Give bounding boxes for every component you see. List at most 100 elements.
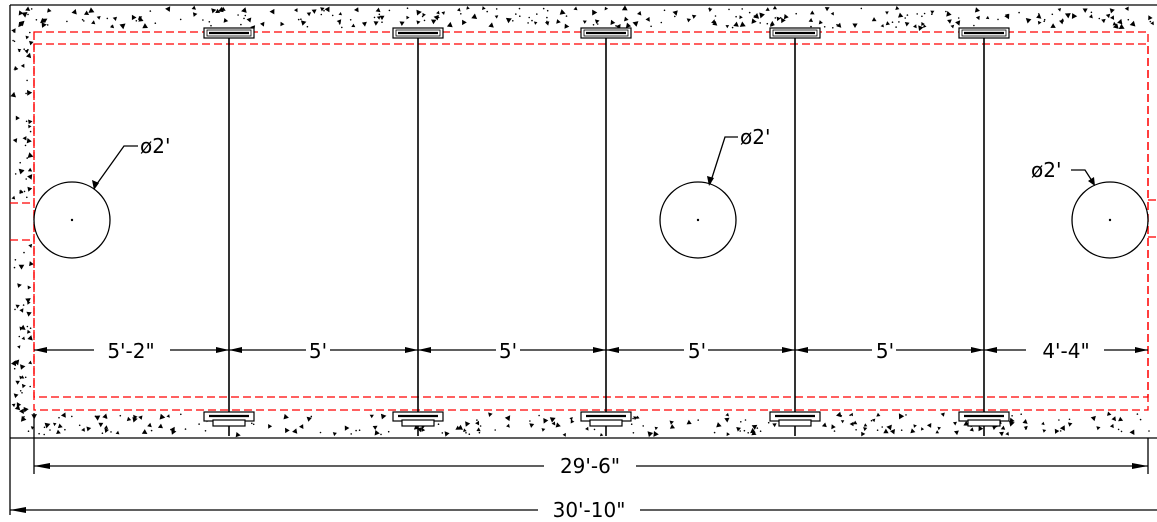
- hatch-mark: [150, 429, 153, 432]
- hatch-mark: [20, 63, 25, 68]
- hatch-mark: [23, 406, 29, 413]
- hatch-mark: [830, 11, 834, 16]
- hatch-mark: [421, 427, 426, 432]
- hatch-mark: [27, 152, 34, 158]
- hatch-mark: [119, 23, 126, 30]
- hatch-mark: [821, 422, 827, 428]
- hatch-mark: [921, 427, 925, 431]
- hatch-mark: [795, 12, 797, 15]
- hatch-mark: [725, 412, 729, 417]
- hatch-mark: [1071, 13, 1078, 19]
- hatch-mark: [28, 124, 32, 129]
- hatch-mark: [38, 432, 40, 435]
- hatch-mark: [479, 425, 482, 427]
- inner-dimension-text: 29'-6": [560, 454, 620, 478]
- hatch-mark: [1090, 11, 1093, 14]
- hatch-mark: [823, 26, 826, 28]
- hatch-mark: [529, 420, 531, 422]
- hatch-mark: [149, 10, 152, 12]
- hatch-mark: [344, 425, 350, 431]
- hatch-mark: [192, 12, 198, 17]
- hatch-mark: [361, 21, 367, 27]
- hatch-mark: [1127, 18, 1130, 21]
- hatch-mark: [624, 16, 629, 22]
- bay-arrow-right-1: [229, 347, 242, 353]
- overall-dimension: 30'-10": [9, 438, 1157, 522]
- hatch-mark: [937, 426, 941, 431]
- hatch-mark: [240, 23, 242, 26]
- hatch-mark: [918, 25, 924, 31]
- hatch-mark: [332, 432, 337, 437]
- hatch-mark: [935, 430, 940, 434]
- hatch-mark: [179, 18, 182, 21]
- hatch-mark: [592, 24, 595, 26]
- hatch-mark: [18, 20, 25, 27]
- hatch-mark: [1088, 14, 1093, 19]
- hatch-mark: [14, 173, 17, 175]
- hatch-mark: [997, 18, 999, 21]
- hatch-mark: [436, 15, 440, 19]
- hatch-mark: [975, 15, 980, 21]
- bay-arrow-right-3: [606, 347, 619, 353]
- hatch-mark: [468, 433, 471, 436]
- hatch-mark: [388, 9, 391, 12]
- hatch-mark: [840, 420, 845, 424]
- hatch-mark: [592, 9, 598, 16]
- hatch-mark: [1064, 13, 1071, 19]
- hatch-mark: [40, 17, 46, 24]
- hatch-mark: [350, 433, 353, 435]
- hatch-mark: [243, 17, 245, 20]
- hatch-mark: [20, 266, 22, 269]
- hatch-mark: [20, 375, 25, 379]
- hatch-mark: [832, 27, 834, 29]
- hatch-mark: [538, 414, 540, 417]
- hatch-mark: [13, 31, 15, 33]
- hatch-mark: [21, 12, 28, 18]
- hatch-mark: [331, 14, 334, 17]
- hatch-mark: [1057, 8, 1062, 12]
- hatch-mark: [106, 17, 109, 20]
- hatch-mark: [349, 19, 352, 21]
- hatch-mark: [300, 20, 307, 26]
- hatch-mark: [883, 428, 889, 434]
- hatch-mark: [165, 6, 171, 12]
- hatch-mark: [1060, 18, 1064, 22]
- hatch-mark: [921, 15, 923, 18]
- hatch-mark: [29, 327, 32, 330]
- hatch-mark: [60, 412, 66, 418]
- hatch-mark: [518, 7, 521, 10]
- opening-label: ø2': [140, 134, 170, 158]
- hatch-mark: [101, 432, 104, 435]
- bay-dimension-2: 5': [309, 339, 327, 363]
- hatch-mark: [546, 20, 548, 23]
- hatch-mark: [810, 10, 815, 15]
- hatch-mark: [18, 50, 21, 52]
- hatch-mark: [147, 422, 152, 428]
- hatch-mark: [44, 422, 51, 429]
- dimension-arrow-left: [34, 463, 50, 469]
- hatch-mark: [852, 23, 858, 28]
- hatch-mark: [1090, 415, 1096, 422]
- hatch-mark: [1022, 419, 1028, 424]
- hatch-mark: [519, 15, 521, 17]
- hatch-mark: [375, 7, 381, 13]
- bay-arrow-right-2: [418, 347, 431, 353]
- hatch-mark: [399, 21, 405, 26]
- hatch-mark: [18, 335, 21, 338]
- hatch-mark: [536, 13, 538, 15]
- hatch-mark: [23, 48, 26, 50]
- hatch-mark: [743, 429, 746, 432]
- hatch-mark: [1067, 422, 1073, 427]
- hatch-mark: [338, 12, 342, 16]
- hatch-mark: [320, 13, 323, 16]
- hatch-mark: [211, 8, 217, 14]
- hatch-mark: [1043, 18, 1046, 21]
- hatch-mark: [861, 431, 866, 437]
- hatch-mark: [810, 25, 812, 28]
- hatch-mark: [444, 431, 450, 437]
- hatch-mark: [781, 17, 786, 24]
- bay-arrow-left-4: [782, 347, 795, 353]
- hatch-mark: [739, 15, 743, 20]
- hatch-mark: [1118, 23, 1125, 29]
- hatch-mark: [416, 9, 422, 16]
